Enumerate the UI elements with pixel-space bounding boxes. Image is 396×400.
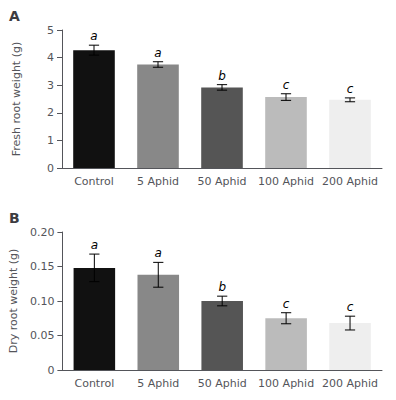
svg-text:Control: Control [74, 175, 114, 188]
svg-text:b: b [218, 69, 226, 83]
svg-text:c: c [283, 297, 290, 311]
svg-text:3: 3 [47, 79, 54, 92]
svg-text:Dry root weight (g): Dry root weight (g) [7, 249, 20, 354]
svg-text:100 Aphid: 100 Aphid [258, 175, 314, 188]
svg-text:50 Aphid: 50 Aphid [197, 175, 246, 188]
svg-text:1: 1 [47, 134, 54, 147]
svg-text:200 Aphid: 200 Aphid [322, 377, 378, 390]
svg-text:0: 0 [47, 364, 54, 377]
svg-text:b: b [218, 280, 226, 294]
svg-text:a: a [155, 246, 162, 260]
svg-text:c: c [347, 82, 354, 96]
svg-text:a: a [91, 238, 98, 252]
svg-text:A: A [9, 8, 20, 24]
svg-text:0.10: 0.10 [30, 295, 55, 308]
svg-text:4: 4 [47, 51, 54, 64]
svg-text:a: a [154, 46, 161, 60]
svg-text:Control: Control [74, 377, 114, 390]
svg-text:B: B [9, 210, 20, 226]
svg-text:2: 2 [47, 106, 54, 119]
svg-text:a: a [90, 29, 97, 43]
svg-text:c: c [347, 300, 354, 314]
svg-text:0: 0 [47, 162, 54, 175]
svg-text:0.20: 0.20 [30, 226, 55, 239]
svg-text:50 Aphid: 50 Aphid [198, 377, 247, 390]
svg-text:100 Aphid: 100 Aphid [258, 377, 314, 390]
svg-text:0.15: 0.15 [30, 260, 55, 273]
svg-text:5: 5 [47, 24, 54, 37]
svg-text:5 Aphid: 5 Aphid [137, 175, 179, 188]
svg-text:c: c [283, 78, 290, 92]
svg-text:200 Aphid: 200 Aphid [322, 175, 378, 188]
svg-text:5 Aphid: 5 Aphid [137, 377, 179, 390]
svg-text:Fresh root weight (g): Fresh root weight (g) [10, 42, 23, 156]
svg-text:0.05: 0.05 [30, 329, 55, 342]
